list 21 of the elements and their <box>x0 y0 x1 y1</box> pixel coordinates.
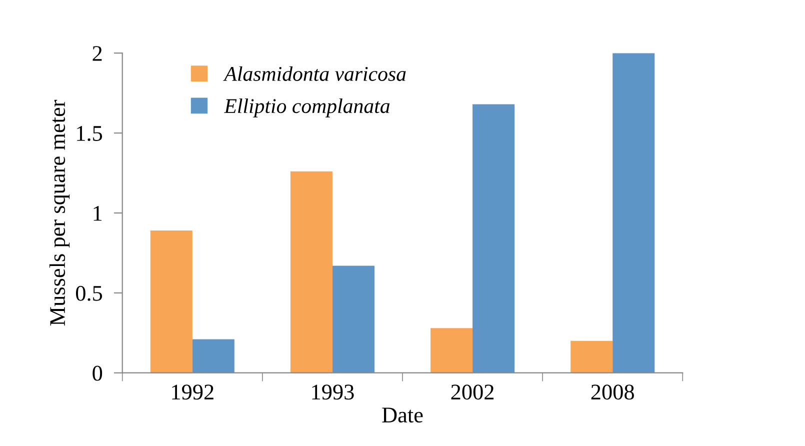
y-tick-label: 0.5 <box>76 286 102 301</box>
bar <box>192 339 234 373</box>
bar <box>290 171 332 373</box>
bar <box>150 230 192 373</box>
bar <box>332 266 374 373</box>
y-tick-label: 0 <box>92 366 102 381</box>
bar <box>430 328 473 373</box>
bar <box>570 340 613 373</box>
x-tick-label: 2008 <box>591 384 634 400</box>
x-tick-label: 2002 <box>451 384 494 400</box>
x-tick-label: 1993 <box>312 384 354 400</box>
y-tick-label: 1 <box>94 206 102 221</box>
y-axis-title: Mussels per square meter <box>49 100 70 326</box>
bar <box>472 104 515 373</box>
x-tick-label: 1992 <box>172 384 214 400</box>
bar <box>612 53 655 373</box>
y-tick-label: 2 <box>92 46 102 61</box>
legend-label: Elliptio complanata <box>224 98 390 118</box>
y-tick-label: 1.5 <box>77 126 102 142</box>
x-axis-title: Date <box>382 408 423 423</box>
legend-label: Alasmidonta varicosa <box>223 66 406 81</box>
